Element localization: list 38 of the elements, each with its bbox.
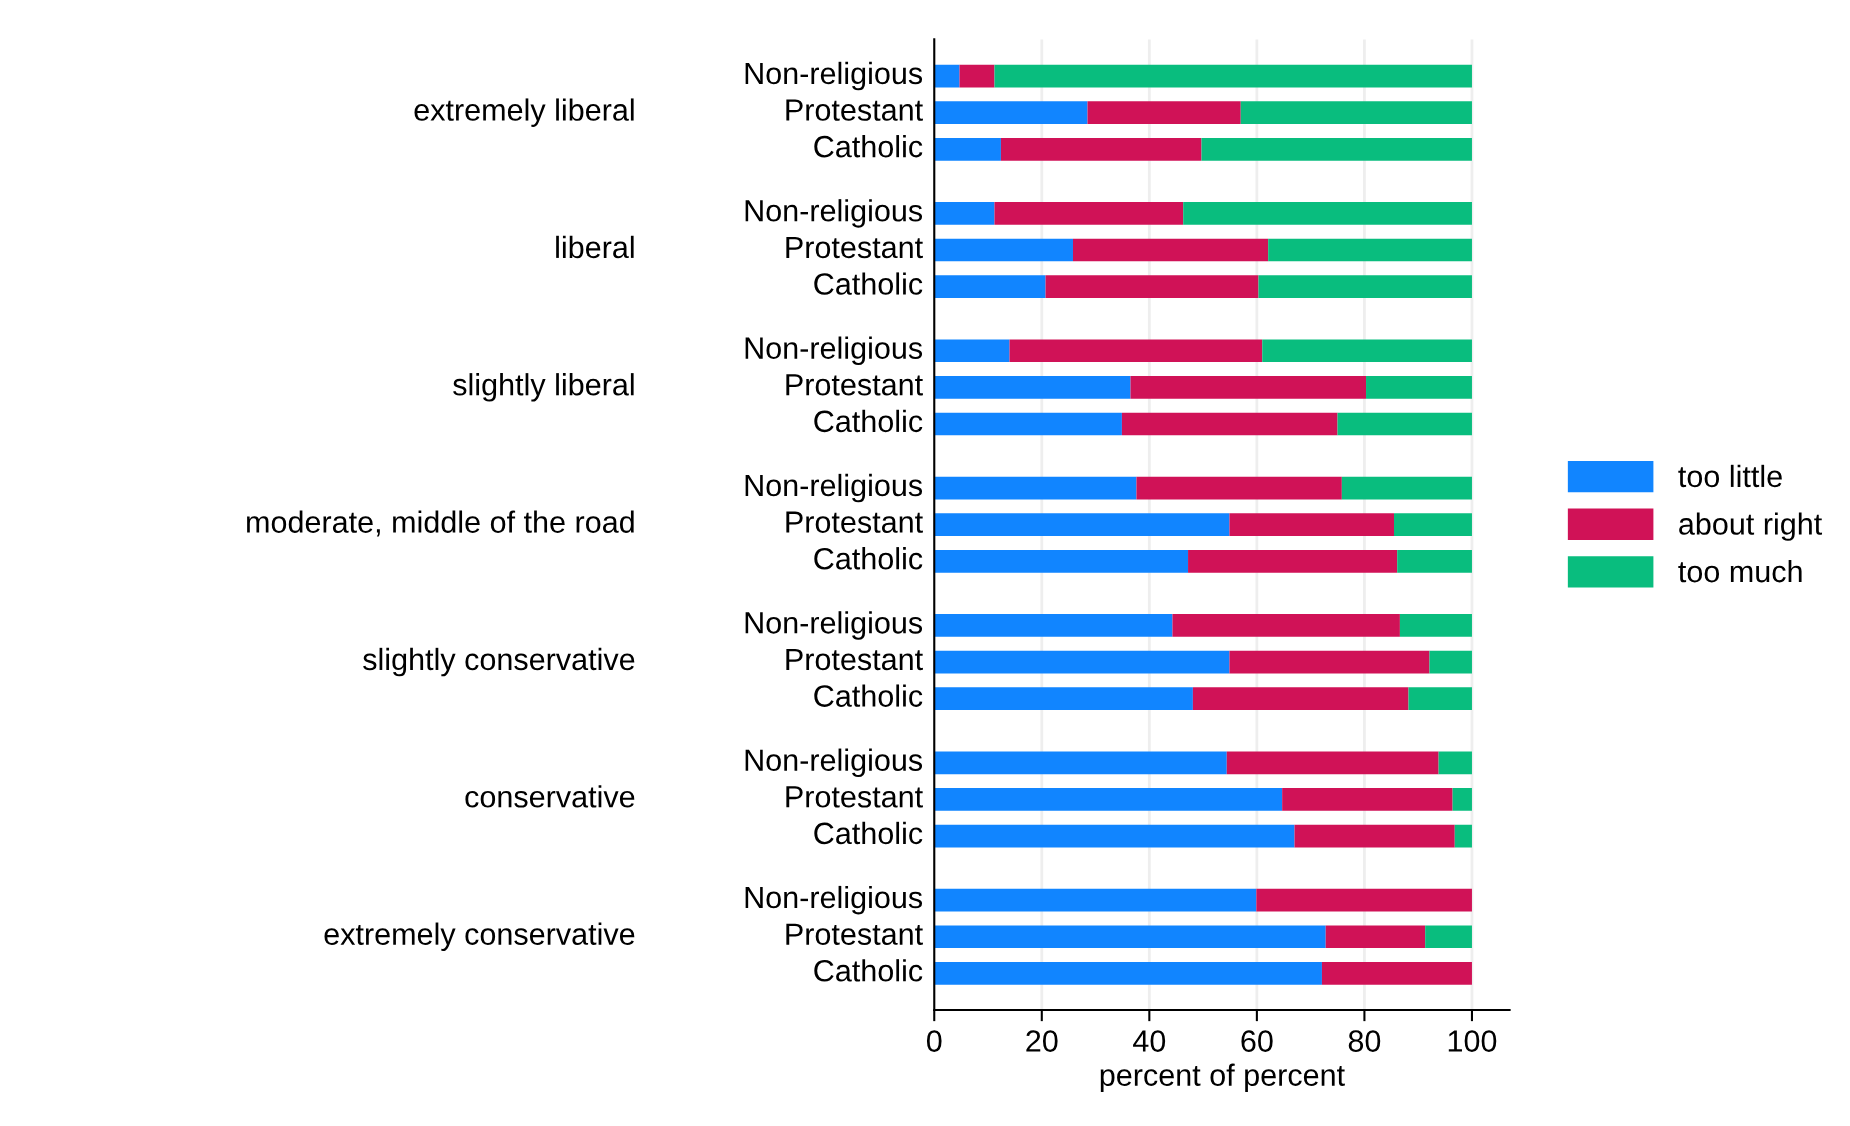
x-tick-label: 20 [1026,1030,1058,1052]
y-tick-label: Catholic [814,821,923,845]
text: slightly conservative [363,647,635,677]
text: extremely conservative [324,922,635,952]
y-tick-label: Catholic [814,959,923,982]
y-tick-label: Non-religious [745,61,923,91]
y-tick-label: Protestant [786,511,923,533]
x-tick-label: 100 [1448,1030,1497,1052]
text: slightly liberal [453,373,634,402]
y-tick-label: Catholic [814,547,923,570]
y-tick-label: Non-religious [745,473,923,503]
x-tick-label: 0 [926,1030,942,1052]
x-tick-label: 80 [1348,1030,1381,1052]
y-tick-label: Protestant [786,374,923,396]
text: conservative [465,785,635,808]
text: extremely liberal [414,98,634,127]
y-tick-label: Protestant [786,786,923,808]
y-tick-label: Protestant [786,236,923,259]
y-tick-label: Catholic [814,409,923,433]
x-tick-label: 60 [1241,1030,1273,1052]
y-tick-label: Non-religious [745,611,923,640]
y-tick-label: Protestant [786,648,923,671]
legend-label: about right [1679,512,1823,541]
y-tick-label: Non-religious [745,199,923,228]
legend-label: too much [1678,559,1802,583]
x-axis-title: percent of percent [1100,1063,1345,1092]
y-tick-label: Non-religious [745,748,923,778]
legend-label: too little [1678,464,1782,488]
y-tick-label: Non-religious [745,336,923,365]
y-tick-label: Protestant [786,99,923,121]
y-tick-label: Catholic [814,135,923,158]
x-tick-label: 40 [1133,1030,1166,1052]
y-tick-label: Non-religious [745,885,923,915]
text: liberal [556,235,634,259]
y-tick-label: Catholic [814,684,923,707]
text: moderate, middle of the road [247,510,634,537]
y-tick-label: Protestant [786,923,923,945]
y-tick-label: Catholic [814,272,923,295]
